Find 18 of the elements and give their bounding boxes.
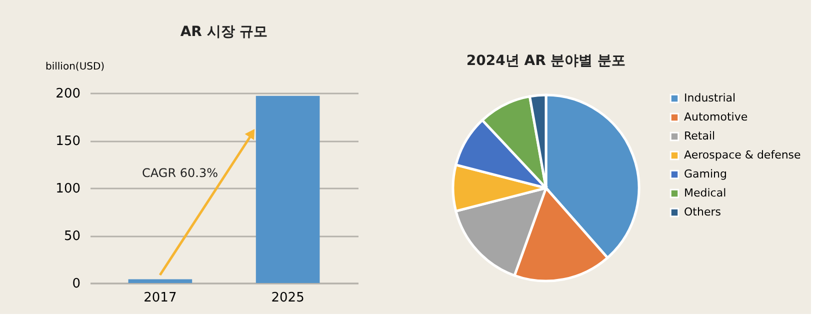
legend-label: Retail — [684, 130, 716, 142]
y-tick-label: 150 — [56, 134, 80, 149]
legend-label: Industrial — [684, 92, 736, 104]
annotation: CAGR 60.3% — [142, 166, 218, 180]
y-axis-title: billion(USD) — [46, 62, 105, 72]
chart-title: 2024년 AR 분야별 분포 — [466, 53, 626, 69]
y-tick-label: 50 — [64, 229, 80, 244]
y-tick-label: 0 — [72, 276, 80, 292]
y-tick-label: 100 — [56, 182, 80, 196]
legend-label: Gaming — [684, 168, 727, 180]
x-tick-label: 2025 — [271, 290, 304, 306]
legend-label: Automotive — [684, 110, 748, 124]
x-tick-label: 2017 — [144, 290, 177, 306]
legend-label: Others — [684, 206, 722, 218]
legend-label: Medical — [684, 186, 726, 200]
y-tick-label: 200 — [56, 86, 80, 102]
legend-label: Aerospace & defense — [684, 148, 802, 162]
chart-title: AR 시장 규모 — [180, 24, 268, 40]
